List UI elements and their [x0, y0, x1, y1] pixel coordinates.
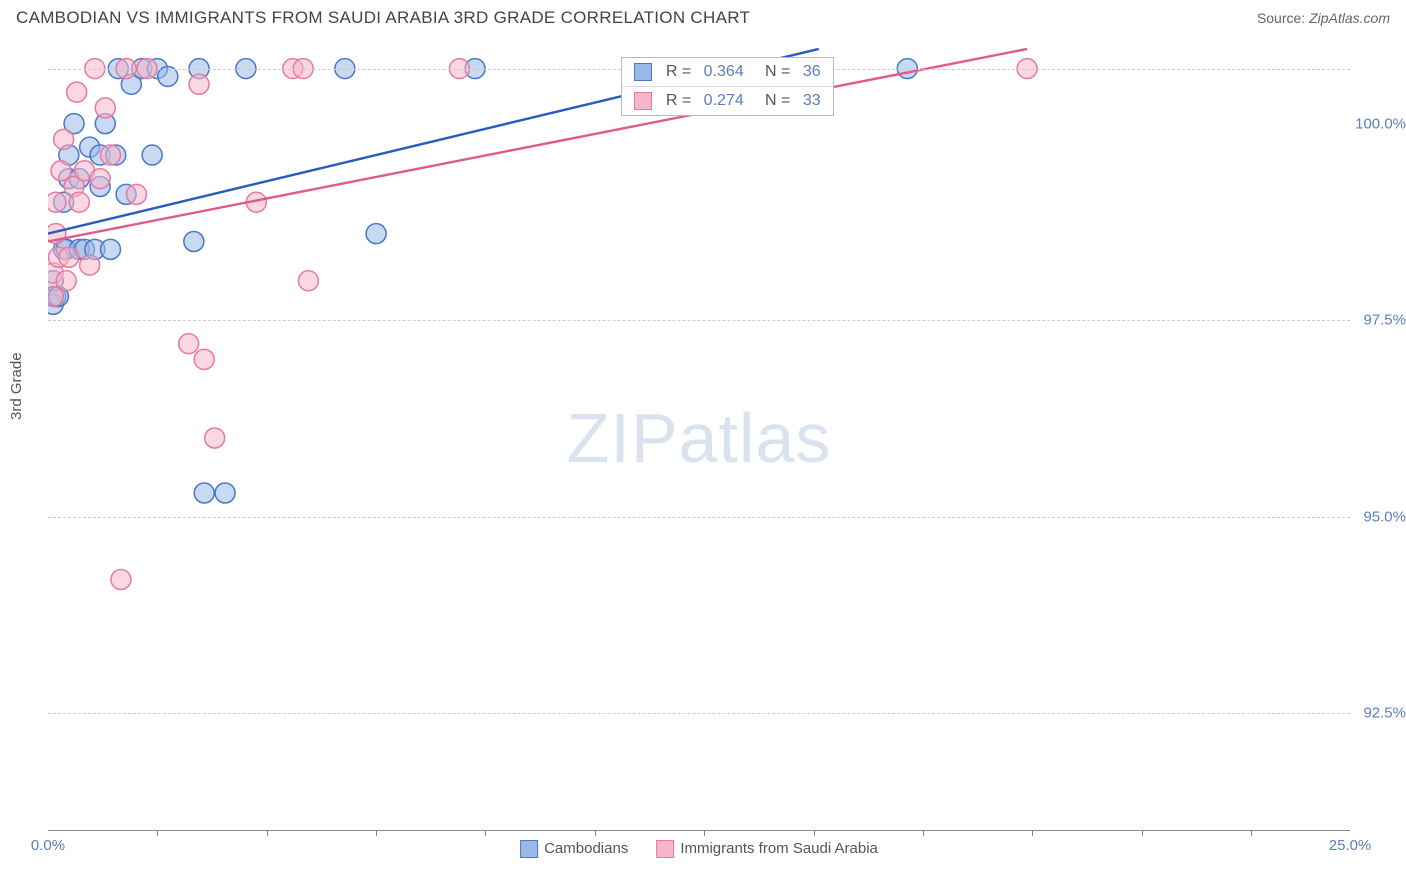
data-point [215, 483, 235, 503]
y-tick-label: 95.0% [1363, 508, 1406, 525]
gridline [48, 320, 1350, 321]
gridline [48, 713, 1350, 714]
x-tick-mark [157, 830, 158, 836]
stat-n-label: N = [752, 63, 795, 81]
legend-swatch [520, 840, 538, 858]
stats-box: R = 0.364 N = 36R = 0.274 N = 33 [621, 57, 834, 116]
y-axis-label: 3rd Grade [8, 352, 25, 420]
data-point [205, 428, 225, 448]
data-point [59, 247, 79, 267]
legend-swatch [656, 840, 674, 858]
x-tick-label: 0.0% [31, 837, 65, 854]
data-point [189, 74, 209, 94]
chart-title: CAMBODIAN VS IMMIGRANTS FROM SAUDI ARABI… [16, 8, 750, 28]
y-tick-label: 92.5% [1363, 705, 1406, 722]
stat-n-value: 36 [803, 63, 821, 81]
y-tick-label: 100.0% [1355, 115, 1406, 132]
data-point [142, 145, 162, 165]
x-tick-mark [923, 830, 924, 836]
data-point [80, 255, 100, 275]
header-bar: CAMBODIAN VS IMMIGRANTS FROM SAUDI ARABI… [0, 0, 1406, 32]
x-tick-mark [814, 830, 815, 836]
legend-label: Cambodians [544, 840, 628, 857]
data-point [95, 98, 115, 118]
chart-area: ZIPatlas CambodiansImmigrants from Saudi… [48, 45, 1350, 831]
y-tick-label: 97.5% [1363, 312, 1406, 329]
data-point [194, 349, 214, 369]
source-prefix: Source: [1257, 10, 1309, 26]
data-point [67, 82, 87, 102]
stat-r-value: 0.274 [704, 92, 744, 110]
stats-row: R = 0.274 N = 33 [622, 86, 833, 115]
legend-item: Immigrants from Saudi Arabia [656, 840, 878, 858]
x-tick-mark [1251, 830, 1252, 836]
legend-bottom: Cambodians Immigrants from Saudi Arabia [520, 840, 878, 858]
data-point [100, 145, 120, 165]
data-point [48, 192, 66, 212]
data-point [298, 271, 318, 291]
stat-n-value: 33 [803, 92, 821, 110]
data-point [127, 184, 147, 204]
data-point [111, 569, 131, 589]
x-tick-mark [376, 830, 377, 836]
legend-swatch [634, 92, 652, 110]
x-tick-mark [267, 830, 268, 836]
x-tick-mark [595, 830, 596, 836]
data-point [194, 483, 214, 503]
stats-row: R = 0.364 N = 36 [622, 58, 833, 86]
stat-r-label: R = [666, 63, 696, 81]
x-tick-label: 25.0% [1329, 837, 1372, 854]
data-point [69, 192, 89, 212]
stat-r-label: R = [666, 92, 696, 110]
gridline [48, 517, 1350, 518]
data-point [56, 271, 76, 291]
x-tick-mark [485, 830, 486, 836]
stat-r-value: 0.364 [704, 63, 744, 81]
stat-n-label: N = [752, 92, 795, 110]
x-tick-mark [1142, 830, 1143, 836]
data-point [179, 334, 199, 354]
source-label: Source: ZipAtlas.com [1257, 10, 1390, 26]
x-tick-mark [1032, 830, 1033, 836]
data-point [90, 169, 110, 189]
data-point [184, 232, 204, 252]
data-point [54, 129, 74, 149]
x-tick-mark [704, 830, 705, 836]
data-point [366, 224, 386, 244]
source-name: ZipAtlas.com [1309, 10, 1390, 26]
legend-item: Cambodians [520, 840, 628, 858]
legend-label: Immigrants from Saudi Arabia [680, 840, 878, 857]
data-point [100, 239, 120, 259]
legend-swatch [634, 63, 652, 81]
